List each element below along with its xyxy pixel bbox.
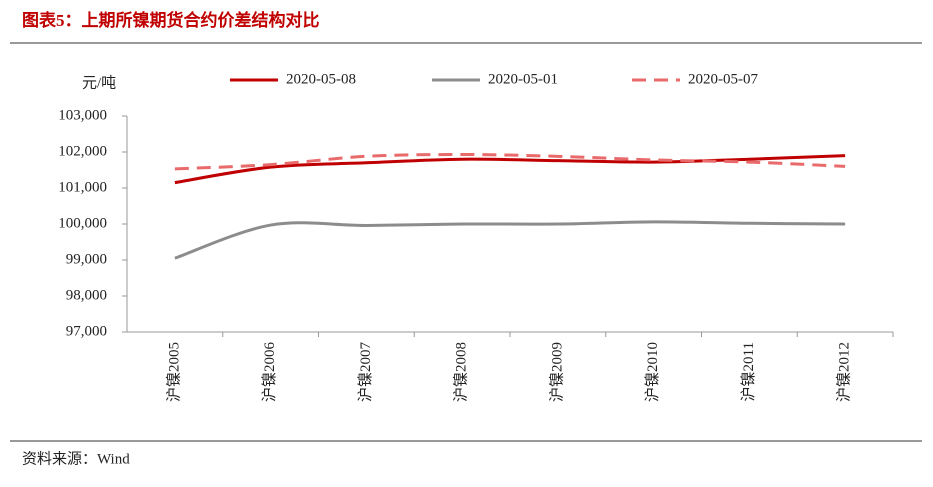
y-tick-label: 101,000 xyxy=(58,179,107,195)
x-tick-label: 沪镍2012 xyxy=(835,342,853,402)
chart-title: 图表5：上期所镍期货合约价差结构对比 xyxy=(22,10,320,30)
x-tick-label: 沪镍2006 xyxy=(260,342,278,403)
x-tick-label: 沪镍2010 xyxy=(643,342,661,402)
source: 资料来源：Wind xyxy=(22,450,130,467)
x-tick-label: 沪镍2007 xyxy=(356,342,374,403)
y-axis-unit: 元/吨 xyxy=(82,74,116,91)
y-tick-label: 99,000 xyxy=(66,251,107,267)
x-tick-label: 沪镍2009 xyxy=(547,342,565,402)
series-line xyxy=(174,220,846,260)
legend-label: 2020-05-08 xyxy=(286,71,356,87)
series-line xyxy=(174,154,846,185)
y-tick-label: 102,000 xyxy=(58,143,107,159)
x-tick-label: 沪镍2011 xyxy=(739,342,757,401)
y-tick-label: 98,000 xyxy=(66,287,107,303)
legend-label: 2020-05-07 xyxy=(688,71,758,87)
series-line xyxy=(174,153,846,171)
x-tick-label: 沪镍2005 xyxy=(164,342,182,402)
y-tick-label: 103,000 xyxy=(58,107,107,123)
y-tick-label: 100,000 xyxy=(58,215,107,231)
x-tick-label: 沪镍2008 xyxy=(452,342,470,402)
legend-label: 2020-05-01 xyxy=(488,71,558,87)
y-tick-label: 97,000 xyxy=(66,323,107,339)
